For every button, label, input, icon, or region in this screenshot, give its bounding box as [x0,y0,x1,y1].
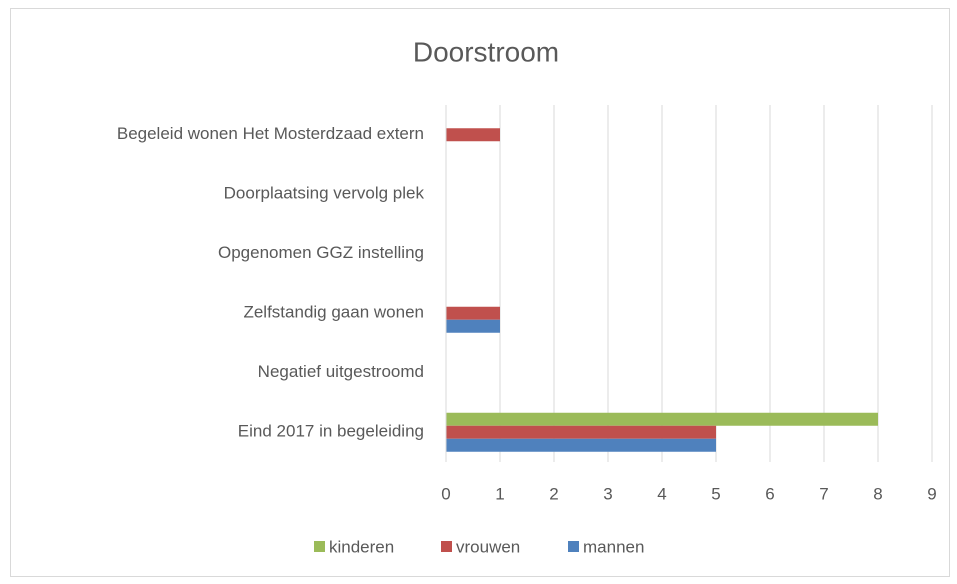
legend-label: mannen [583,537,644,556]
y-tick-label: Eind 2017 in begeleiding [238,422,424,441]
legend-label: vrouwen [456,537,520,556]
legend-label: kinderen [329,537,394,556]
x-tick-label: 2 [549,484,558,503]
x-tick-label: 4 [657,484,666,503]
y-tick-label: Begeleid wonen Het Mosterdzaad extern [117,124,424,143]
chart-border [10,8,950,577]
y-tick-label: Zelfstandig gaan wonen [243,303,424,322]
legend-swatch [441,541,452,552]
x-tick-label: 7 [819,484,828,503]
y-tick-label: Opgenomen GGZ instelling [218,243,424,262]
bar [446,425,716,439]
x-tick-label: 0 [441,484,450,503]
bar [446,412,878,426]
legend-swatch [314,541,325,552]
y-tick-label: Negatief uitgestroomd [258,362,424,381]
x-tick-label: 9 [927,484,936,503]
bar [446,306,500,320]
bar [446,128,500,142]
x-tick-label: 8 [873,484,882,503]
legend-swatch [568,541,579,552]
bar [446,438,716,452]
x-tick-label: 5 [711,484,720,503]
bar [446,319,500,333]
y-tick-label: Doorplaatsing vervolg plek [224,184,425,203]
x-tick-label: 1 [495,484,504,503]
x-tick-label: 3 [603,484,612,503]
x-tick-label: 6 [765,484,774,503]
chart-title: Doorstroom [413,36,559,67]
